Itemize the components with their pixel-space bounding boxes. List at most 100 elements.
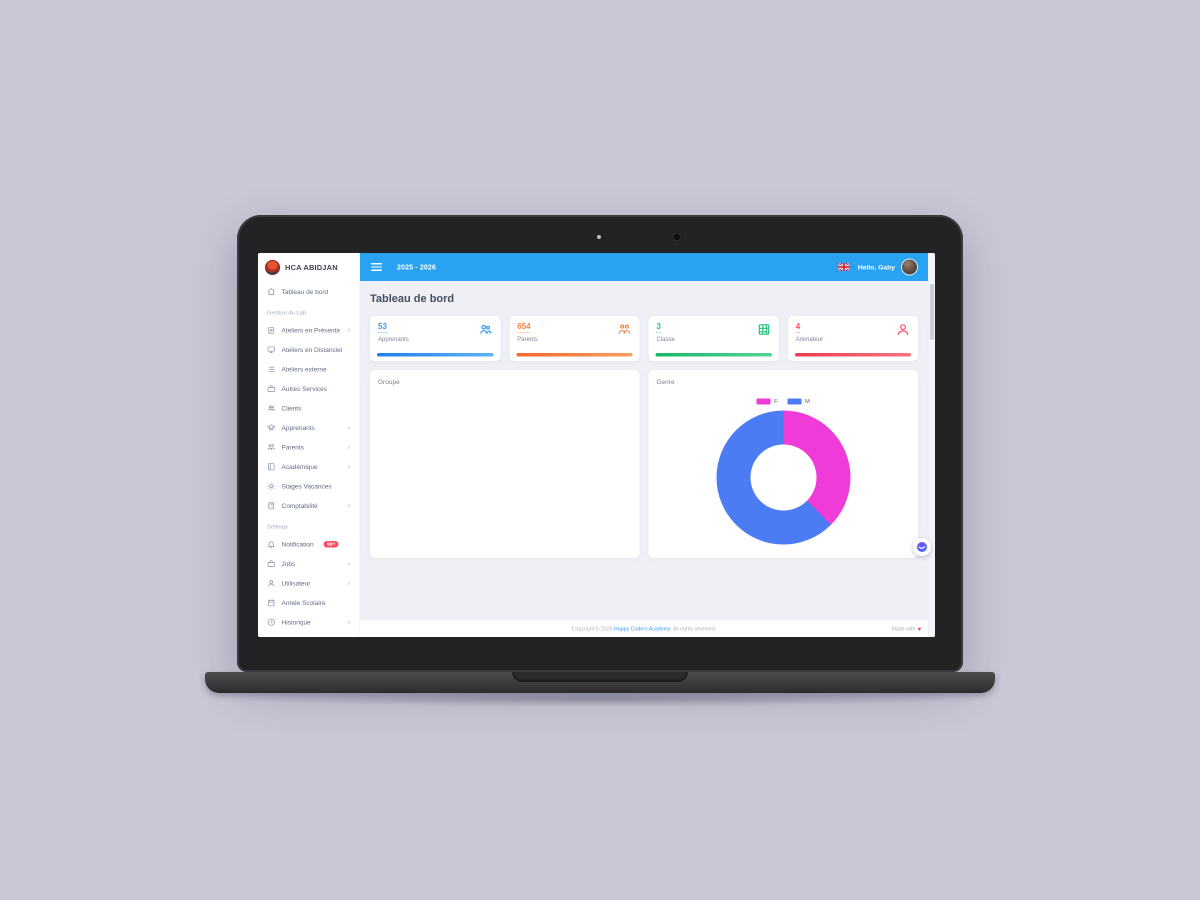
screen-content: HCA ABIDJAN Tableau de bord Gestion du L… [258, 253, 935, 637]
chevron-right-icon [346, 561, 352, 567]
sidebar-item-label: Tableau de bord [281, 288, 329, 296]
sidebar-item-parents[interactable]: Parents [258, 438, 360, 458]
history-icon [267, 618, 276, 627]
calendar-icon [267, 599, 276, 608]
user-greeting[interactable]: Hello, Gaby [857, 263, 895, 271]
chevron-right-icon [346, 581, 352, 587]
stats-row: 53 Apprenants 654 Parents [370, 316, 918, 361]
sidebar-item-ateliers-presentiel[interactable]: Ateliers en Présentiel [258, 321, 360, 341]
sidebar-section-settings: Settings [267, 524, 288, 530]
chevron-right-icon [346, 464, 352, 470]
sidebar-item-label: Jobs [281, 560, 296, 568]
sidebar-section-gestion-du-lab: Gestion du Lab [267, 310, 307, 316]
webcam-icon [674, 234, 680, 240]
sidebar-item-utilisateur[interactable]: Utilisateur [258, 574, 360, 594]
grid-icon [757, 323, 771, 337]
notification-badge: 99+ [323, 540, 339, 548]
hamburger-menu-icon[interactable] [371, 263, 382, 271]
legend-swatch-m [787, 398, 802, 405]
chart-title: Groupe [378, 378, 400, 386]
stat-value[interactable]: 3 [656, 322, 661, 333]
stat-value[interactable]: 654 [517, 322, 531, 333]
legend-label: M [805, 398, 810, 405]
book-icon [267, 463, 276, 472]
student-icon [267, 424, 276, 433]
stat-label: Parents [517, 335, 538, 343]
sidebar-item-apprenants[interactable]: Apprenants [258, 418, 360, 438]
users-icon [478, 323, 492, 337]
made-with: Made with ♥ [892, 625, 921, 632]
sidebar-item-historique[interactable]: Historique [258, 613, 360, 633]
sidebar-item-clients[interactable]: Clients [258, 399, 360, 419]
legend-item-m[interactable]: M [787, 398, 810, 405]
stat-card-apprenants: 53 Apprenants [370, 316, 501, 361]
legend-item-f[interactable]: F [756, 398, 778, 405]
scrollbar-track[interactable] [928, 253, 935, 637]
family-icon [618, 323, 632, 337]
clipboard-icon [267, 326, 276, 335]
briefcase-icon [267, 560, 276, 569]
scrollbar-thumb[interactable] [930, 284, 934, 340]
person-icon [896, 323, 910, 337]
school-year-selector[interactable]: 2025 - 2026 [397, 263, 437, 271]
footer: Copyright © 2025 Happy Coders Academy. A… [360, 620, 928, 637]
stat-progress-bar [516, 353, 633, 357]
sidebar-item-label: Ateliers en Distanciel [281, 346, 343, 354]
chart-card-genre: Genre F M [648, 370, 918, 558]
laptop-screen-bezel: HCA ABIDJAN Tableau de bord Gestion du L… [237, 215, 963, 672]
sidebar-item-stages-vacances[interactable]: Stages Vacances [258, 477, 360, 497]
chart-title: Genre [656, 378, 675, 386]
user-icon [267, 579, 276, 588]
sidebar-item-label: Historique [281, 618, 311, 627]
footer-brand-link[interactable]: Happy Coders Academy [614, 625, 671, 632]
chat-widget-button[interactable] [913, 538, 931, 556]
sidebar-item-label: Comptabilité [281, 502, 318, 510]
chat-icon [916, 541, 928, 553]
sidebar-item-notification[interactable]: Notification 99+ [258, 535, 360, 555]
sidebar-item-academique[interactable]: Académique [258, 457, 360, 477]
stat-label: Animateur [795, 335, 824, 343]
users-icon [267, 404, 276, 413]
user-avatar[interactable] [902, 259, 917, 275]
legend-swatch-f [756, 398, 771, 405]
stat-card-classe: 3 Classe [648, 316, 779, 361]
brand-name: HCA ABIDJAN [285, 263, 338, 272]
dashboard-content: Tableau de bord 53 Apprenants 654 Parent… [360, 281, 928, 620]
sidebar-item-ateliers-externe[interactable]: Ateliers externe [258, 360, 360, 380]
heart-icon: ♥ [917, 625, 921, 633]
sidebar-item-autres-services[interactable]: Autres Services [258, 379, 360, 399]
sidebar-item-comptabilite[interactable]: Comptabilité [258, 496, 360, 516]
family-icon [267, 443, 276, 452]
sidebar-item-label: Autres Services [281, 385, 328, 393]
brand-logo-icon [265, 260, 280, 275]
calculator-icon [267, 502, 276, 511]
sidebar-item-label: Ateliers en Présentiel [281, 326, 341, 335]
uk-flag-icon[interactable] [838, 263, 850, 271]
chevron-right-icon [346, 503, 352, 509]
list-icon [267, 365, 276, 374]
donut-hole [750, 444, 817, 511]
stat-label: Classe [656, 335, 675, 343]
sidebar: HCA ABIDJAN Tableau de bord Gestion du L… [258, 253, 360, 637]
chevron-right-icon [346, 425, 352, 431]
sidebar-item-ateliers-distanciel[interactable]: Ateliers en Distanciel [258, 340, 360, 360]
copyright-suffix: . All rights reserved. [670, 625, 717, 632]
bell-icon [267, 540, 276, 549]
laptop-shadow [225, 691, 975, 707]
stat-value[interactable]: 53 [378, 322, 387, 333]
sidebar-item-jobs[interactable]: Jobs [258, 554, 360, 574]
made-with-text: Made with [891, 625, 916, 632]
laptop-base [205, 672, 995, 693]
sidebar-item-label: Stages Vacances [281, 482, 332, 491]
stat-value[interactable]: 4 [795, 322, 801, 333]
sidebar-item-dashboard[interactable]: Tableau de bord [258, 282, 360, 302]
genre-donut-chart[interactable] [716, 410, 851, 545]
main-column: 2025 - 2026 Hello, Gaby Tableau de bord … [360, 253, 928, 637]
home-icon [267, 288, 276, 297]
sidebar-item-label: Année Scolaire [281, 599, 326, 607]
sidebar-item-label: Notification [281, 540, 314, 549]
sidebar-item-annee-scolaire[interactable]: Année Scolaire [258, 593, 360, 613]
sidebar-item-label: Ateliers externe [281, 365, 327, 374]
page-title: Tableau de bord [370, 292, 455, 305]
brand-row[interactable]: HCA ABIDJAN [258, 253, 360, 282]
